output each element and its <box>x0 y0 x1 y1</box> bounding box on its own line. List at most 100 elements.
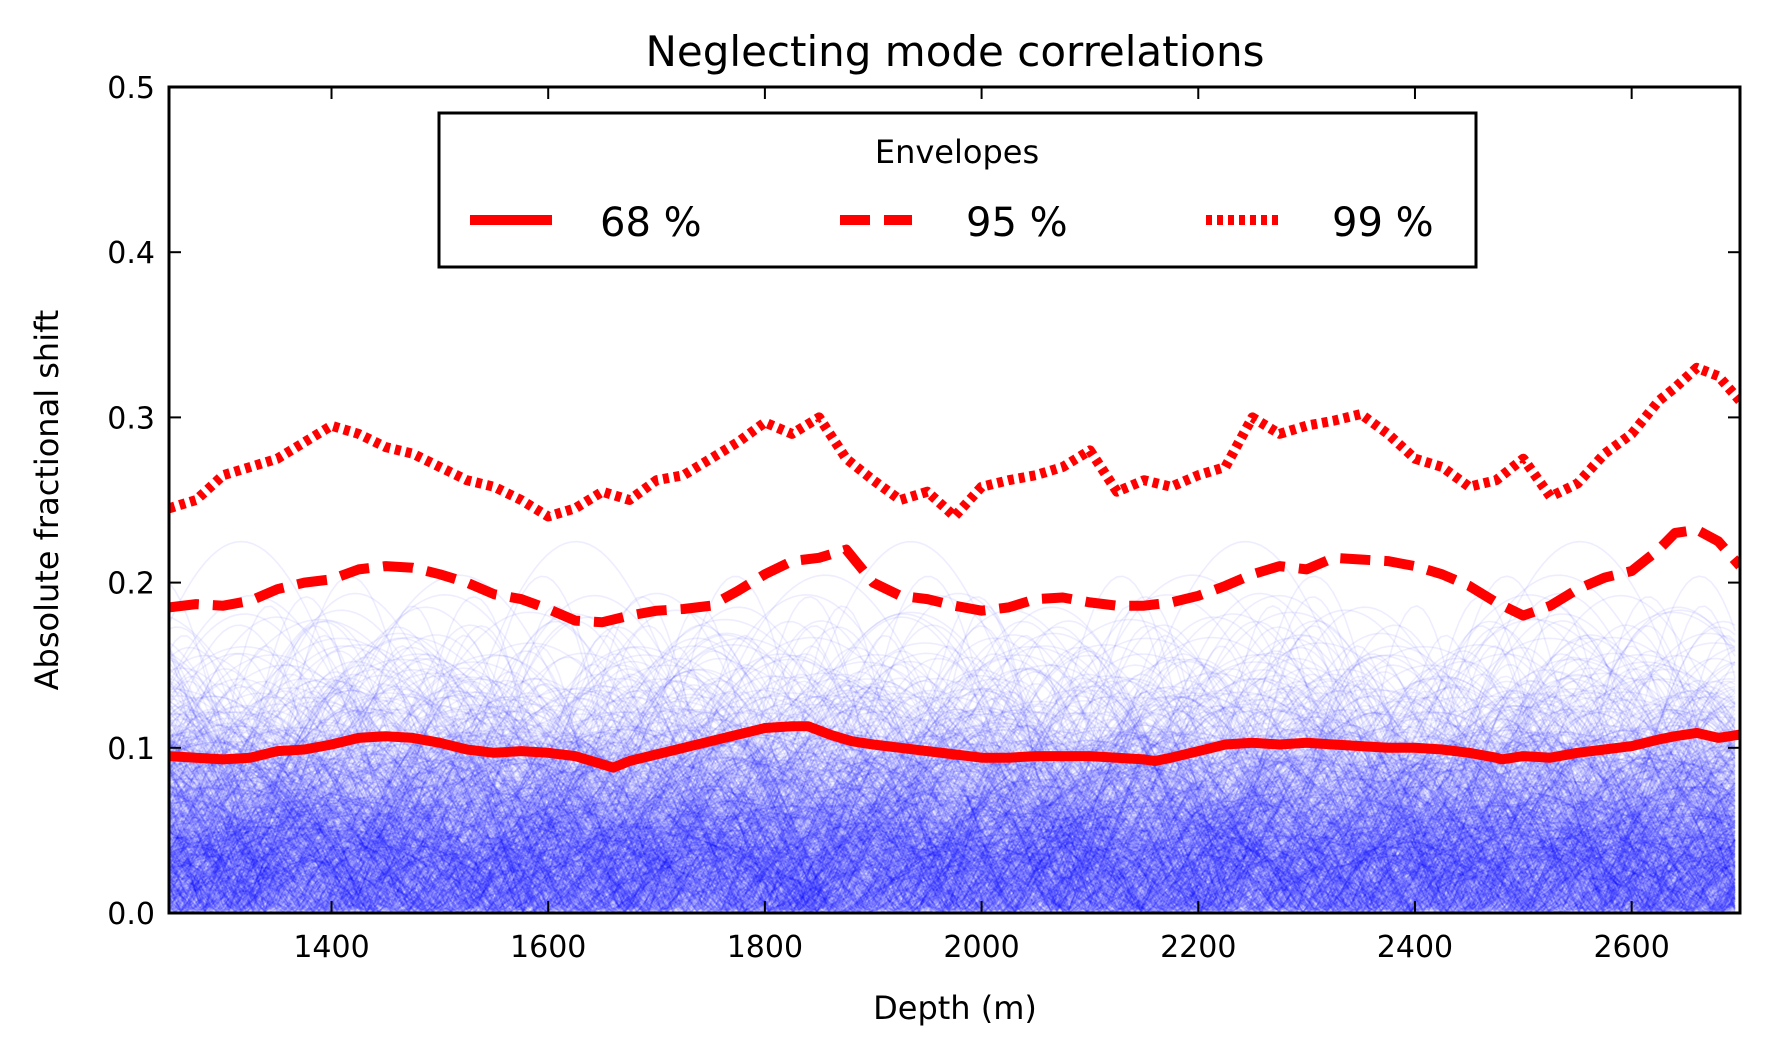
background-trace <box>169 799 1736 910</box>
background-trace <box>169 779 1736 912</box>
background-trace <box>169 843 1736 913</box>
background-trace <box>169 727 1736 913</box>
background-trace <box>169 783 1736 912</box>
background-trace <box>169 870 1736 913</box>
background-trace <box>169 764 1736 913</box>
background-trace <box>169 609 1736 913</box>
background-trace <box>169 833 1736 913</box>
background-trace <box>169 664 1736 913</box>
background-trace <box>169 784 1736 913</box>
background-trace <box>169 848 1736 913</box>
background-trace <box>169 836 1736 913</box>
background-trace <box>169 767 1736 913</box>
background-trace <box>169 796 1736 912</box>
y-tick-label: 0.4 <box>107 236 155 271</box>
background-trace <box>169 868 1736 913</box>
background-trace <box>169 768 1736 913</box>
background-trace <box>169 822 1736 913</box>
background-trace <box>169 778 1736 912</box>
background-trace <box>169 802 1736 913</box>
background-trace <box>169 824 1736 913</box>
background-trace <box>169 751 1736 913</box>
background-trace <box>169 858 1736 913</box>
background-trace <box>169 819 1736 913</box>
background-trace <box>169 677 1736 913</box>
background-trace <box>169 840 1736 913</box>
background-trace <box>169 778 1736 913</box>
background-trace <box>169 842 1736 913</box>
background-trace <box>169 692 1736 913</box>
background-trace <box>169 710 1736 913</box>
background-trace <box>169 713 1736 913</box>
legend-box <box>437 111 1478 269</box>
background-trace <box>169 784 1736 913</box>
background-trace <box>169 822 1736 913</box>
background-trace <box>169 724 1736 913</box>
background-trace <box>169 820 1736 913</box>
background-trace <box>169 811 1736 913</box>
background-trace <box>169 781 1736 913</box>
background-trace <box>169 811 1736 913</box>
background-trace <box>169 757 1736 913</box>
background-trace <box>169 802 1736 913</box>
background-trace <box>169 841 1736 913</box>
background-trace <box>169 834 1736 913</box>
background-trace <box>169 833 1736 913</box>
background-trace <box>169 844 1736 913</box>
background-trace <box>169 624 1736 913</box>
background-trace <box>169 684 1736 913</box>
background-trace <box>169 762 1736 913</box>
background-trace <box>169 808 1736 913</box>
background-trace <box>169 830 1736 913</box>
background-trace <box>169 650 1736 913</box>
background-trace <box>169 763 1736 913</box>
background-trace <box>169 793 1736 913</box>
background-trace <box>169 851 1736 913</box>
background-trace <box>169 841 1736 913</box>
background-trace <box>169 763 1736 913</box>
background-trace <box>169 624 1736 913</box>
background-trace <box>169 817 1736 913</box>
background-trace <box>169 829 1736 913</box>
background-trace <box>169 731 1736 913</box>
background-trace <box>169 866 1736 913</box>
background-trace <box>169 839 1736 913</box>
background-trace <box>169 744 1736 913</box>
background-trace <box>169 823 1736 913</box>
background-trace <box>169 806 1736 913</box>
background-trace <box>169 814 1736 913</box>
background-trace <box>169 864 1736 913</box>
background-trace <box>169 675 1736 913</box>
background-trace <box>169 773 1736 913</box>
background-trace <box>169 768 1736 913</box>
background-trace <box>169 818 1736 913</box>
background-trace <box>169 875 1736 913</box>
background-trace <box>169 786 1736 913</box>
background-trace <box>169 620 1736 913</box>
background-trace <box>169 754 1736 913</box>
background-trace <box>169 786 1736 913</box>
background-trace <box>169 821 1736 913</box>
background-trace <box>169 654 1736 913</box>
background-trace <box>169 841 1736 913</box>
background-trace <box>169 686 1736 913</box>
background-trace <box>169 853 1736 913</box>
background-trace <box>169 790 1736 913</box>
background-trace <box>169 841 1736 913</box>
background-trace <box>169 803 1736 913</box>
background-trace <box>169 763 1736 913</box>
background-trace <box>169 670 1736 913</box>
background-trace <box>169 865 1736 913</box>
background-trace <box>169 839 1736 913</box>
background-trace <box>169 687 1736 913</box>
background-trace <box>169 810 1736 913</box>
background-trace <box>169 845 1736 913</box>
background-trace <box>169 804 1736 913</box>
background-trace <box>169 705 1736 913</box>
background-trace <box>169 785 1736 913</box>
background-trace <box>169 830 1736 913</box>
background-trace <box>169 854 1736 913</box>
background-trace <box>169 748 1736 913</box>
background-trace <box>169 695 1736 913</box>
background-trace <box>169 880 1736 913</box>
